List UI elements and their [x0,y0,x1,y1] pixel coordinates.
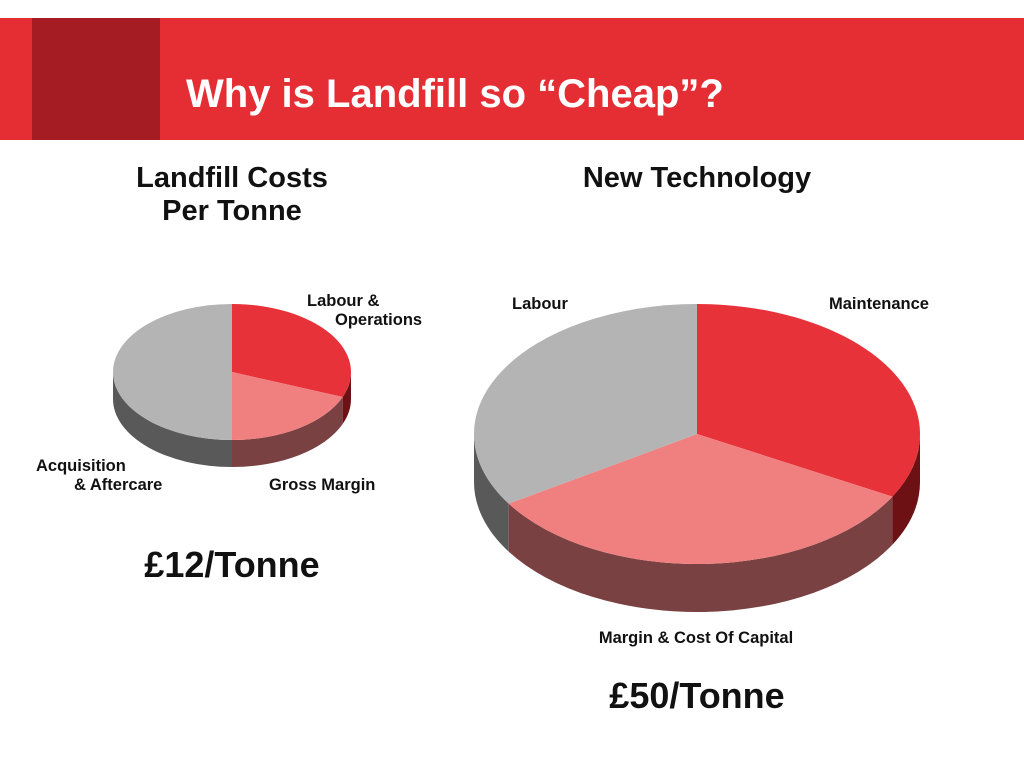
pie-1-slice-1-side [342,372,351,425]
pie-2-slice-3-side [474,434,509,552]
pie-1-label-3-line-2: & Aftercare [74,476,162,494]
pie-2-label-2-line-1: Margin & Cost Of Capital [599,629,793,647]
pie-2-label-2: Margin & Cost Of Capital [599,629,793,647]
chart-2-title: New Technology [583,162,811,195]
pie-2-slice-2 [508,434,893,565]
pie-1-slice-2 [232,372,343,440]
pie-1-label-1-line-2: Operations [335,311,422,329]
chart-1-title-line-1: Landfill Costs [136,162,328,194]
pie-2-label-1: Maintenance [829,295,929,313]
chart-2-total: £50/Tonne [609,675,785,716]
pie-1-slice-3 [113,304,232,440]
pie-2-label-1-line-1: Maintenance [829,295,929,313]
pie-2-label-3-line-1: Labour [512,295,568,313]
pie-chart-1: Labour & Operations Gross Margin Acquisitio… [36,292,422,494]
banner-accent-block [32,18,160,140]
chart-1-title-line-2: Per Tonne [162,195,302,227]
pie-1-label-2: Gross Margin [269,476,375,494]
pie-1-label-1-line-1: Labour & [307,292,379,310]
pie-2-slice-1-side [892,434,920,545]
chart-1-total: £12/Tonne [144,544,320,585]
pie-1-label-2-line-1: Gross Margin [269,476,375,494]
pie-1-slice-2-side [232,397,343,467]
pie-1-label-3: Acquisition & Aftercare [36,457,162,494]
pie-2-slice-3 [473,304,697,504]
pie-chart-2: Maintenance Margin & Cost Of Capital Labou… [473,295,929,647]
slide-title: Why is Landfill so “Cheap”? [186,72,724,116]
title-banner [0,18,1024,140]
pie-2-label-3: Labour [512,295,568,313]
pie-1-slice-1 [232,304,351,398]
chart-2-title-line-1: New Technology [582,162,812,194]
pie-2-slice-1 [697,304,921,497]
pie-1-slice-3-side [113,372,232,467]
chart-1-title: Landfill Costs Per Tonne [136,162,328,228]
pie-1-label-3-line-1: Acquisition [36,457,126,475]
pie-1-label-1: Labour & Operations [307,292,422,329]
pie-2-slice-2-side [508,496,893,613]
